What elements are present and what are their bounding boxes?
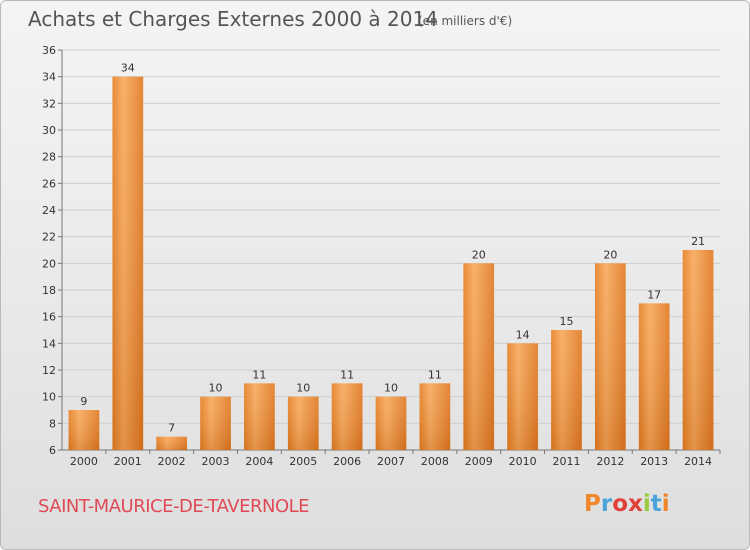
data-label: 10 <box>384 382 398 395</box>
data-label: 9 <box>80 395 87 408</box>
bar-shade <box>69 410 100 450</box>
x-tick-label: 2007 <box>377 455 405 468</box>
y-tick-label: 20 <box>42 257 56 270</box>
data-label: 21 <box>691 235 705 248</box>
y-tick-label: 36 <box>42 44 56 57</box>
bar-shade <box>244 383 275 450</box>
data-label: 10 <box>209 382 223 395</box>
x-tick-label: 2008 <box>421 455 449 468</box>
y-tick-label: 8 <box>49 417 56 430</box>
bar-shade <box>156 437 187 450</box>
x-tick-label: 2009 <box>465 455 493 468</box>
x-tick-label: 2002 <box>158 455 186 468</box>
x-tick-label: 2013 <box>640 455 668 468</box>
bar-shade <box>332 383 363 450</box>
x-tick-label: 2001 <box>114 455 142 468</box>
x-tick-label: 2010 <box>509 455 537 468</box>
bar-shade <box>551 330 582 450</box>
y-tick-label: 18 <box>42 284 56 297</box>
y-tick-label: 10 <box>42 391 56 404</box>
bar-shade <box>463 263 494 450</box>
bar-shade <box>507 343 538 450</box>
data-label: 17 <box>647 288 661 301</box>
data-label: 15 <box>559 315 573 328</box>
bar-shade <box>288 397 319 450</box>
x-tick-label: 2006 <box>333 455 361 468</box>
bar-shade <box>112 77 143 450</box>
y-tick-label: 14 <box>42 337 56 350</box>
y-tick-label: 12 <box>42 364 56 377</box>
data-label: 20 <box>472 248 486 261</box>
data-label: 10 <box>296 382 310 395</box>
x-tick-label: 2005 <box>289 455 317 468</box>
data-label: 7 <box>168 422 175 435</box>
data-label: 14 <box>516 328 530 341</box>
x-tick-label: 2003 <box>202 455 230 468</box>
y-tick-label: 6 <box>49 444 56 457</box>
data-label: 11 <box>252 368 266 381</box>
data-label: 34 <box>121 62 135 75</box>
y-tick-label: 28 <box>42 151 56 164</box>
bar-shade <box>200 397 231 450</box>
data-label: 20 <box>603 248 617 261</box>
x-tick-label: 2011 <box>552 455 580 468</box>
x-tick-label: 2014 <box>684 455 712 468</box>
y-tick-label: 22 <box>42 231 56 244</box>
x-tick-label: 2012 <box>596 455 624 468</box>
bar-shade <box>683 250 714 450</box>
data-label: 11 <box>340 368 354 381</box>
x-tick-label: 2004 <box>245 455 273 468</box>
y-tick-label: 34 <box>42 71 56 84</box>
y-tick-label: 24 <box>42 204 56 217</box>
y-tick-label: 32 <box>42 97 56 110</box>
data-label: 11 <box>428 368 442 381</box>
bar-shade <box>639 303 670 450</box>
bar-shade <box>376 397 407 450</box>
bar-chart: 6 8 10 12 14 16 18 20 22 24 26 28 30 32 34 36 9 2000 34 200… <box>0 0 750 550</box>
y-tick-label: 26 <box>42 177 56 190</box>
x-tick-label: 2000 <box>70 455 98 468</box>
bar-shade <box>595 263 626 450</box>
y-tick-label: 16 <box>42 311 56 324</box>
bar-shade <box>420 383 451 450</box>
y-tick-label: 30 <box>42 124 56 137</box>
